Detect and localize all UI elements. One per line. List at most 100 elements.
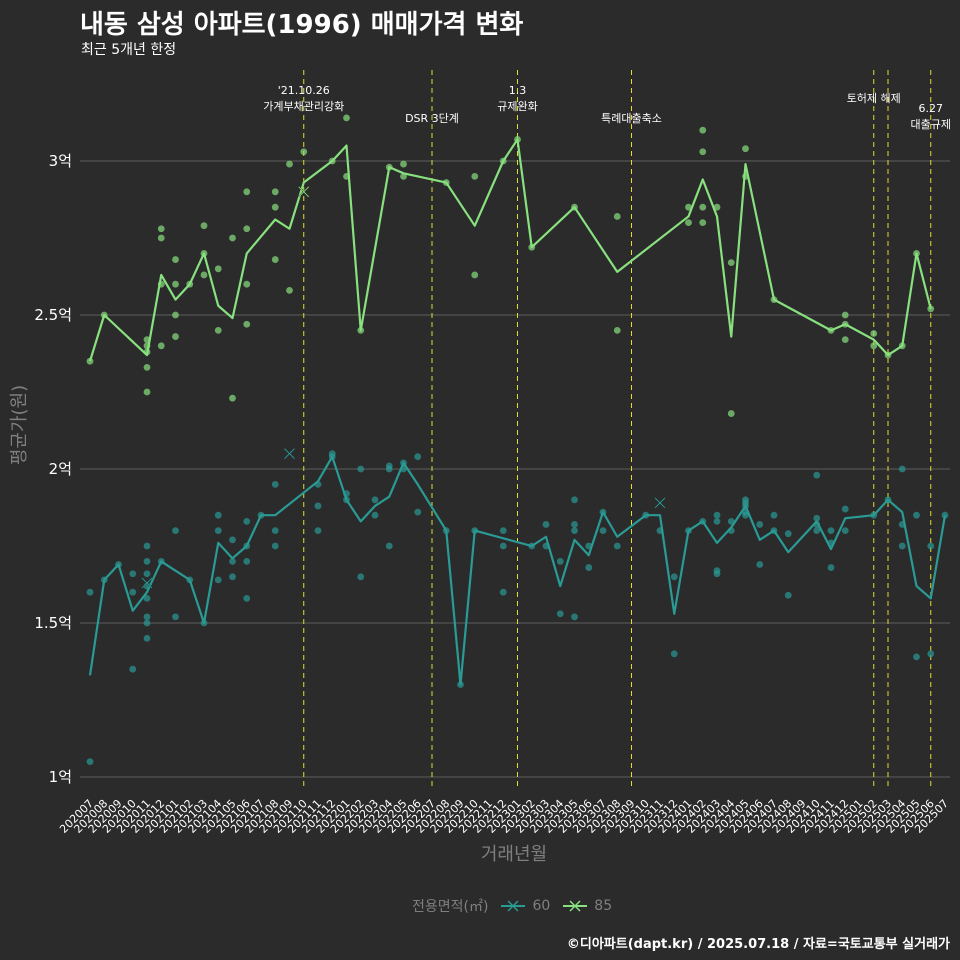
point-85 xyxy=(243,188,251,196)
cross-stroke xyxy=(654,497,666,509)
point-60 xyxy=(271,542,279,550)
point-60 xyxy=(271,481,279,488)
point-85 xyxy=(685,219,692,227)
point-60 xyxy=(143,594,151,602)
point-85 xyxy=(271,203,279,211)
point-60 xyxy=(243,517,251,525)
point-85 xyxy=(172,256,179,263)
point-85 xyxy=(172,311,179,319)
point-60 xyxy=(756,561,764,568)
cross-marker-60 xyxy=(654,497,666,509)
point-85 xyxy=(471,271,479,279)
point-60 xyxy=(571,527,578,534)
point-60 xyxy=(770,511,778,519)
point-60 xyxy=(129,570,137,578)
cross-marker-85 xyxy=(298,186,310,198)
point-85 xyxy=(841,336,849,344)
point-60 xyxy=(813,514,821,522)
legend-label-85: 85 xyxy=(594,898,613,914)
point-60 xyxy=(841,527,849,534)
point-60 xyxy=(571,496,578,504)
point-60 xyxy=(143,613,151,621)
point-60 xyxy=(229,558,236,565)
point-60 xyxy=(813,471,821,479)
point-85 xyxy=(243,320,251,328)
event-label: 6.27 대출규제 xyxy=(911,102,951,131)
point-60 xyxy=(229,536,236,544)
event-label: 토허제 해제 xyxy=(847,91,901,105)
cross-marker-60 xyxy=(141,577,153,589)
point-60 xyxy=(357,465,365,473)
point-85 xyxy=(685,203,692,211)
point-60 xyxy=(214,576,222,584)
y-tick-label: 2.5억 xyxy=(34,306,72,324)
y-tick-label: 1.5억 xyxy=(34,614,72,632)
point-85 xyxy=(172,333,179,340)
point-60 xyxy=(571,521,578,528)
point-60 xyxy=(713,517,721,525)
point-85 xyxy=(286,286,293,294)
point-60 xyxy=(385,542,393,550)
cross-markers xyxy=(141,186,666,589)
point-60 xyxy=(143,542,151,550)
point-60 xyxy=(599,527,607,534)
legend-swatch-85 xyxy=(563,900,588,912)
point-60 xyxy=(243,594,251,602)
event-label: 특례대출축소 xyxy=(601,112,662,125)
x-axis-ticks: 2020072020082020092020102020112020122021… xyxy=(57,797,951,836)
point-60 xyxy=(143,570,151,578)
point-85 xyxy=(157,225,165,233)
point-85 xyxy=(343,114,350,122)
point-85 xyxy=(742,145,749,153)
point-60 xyxy=(841,505,849,513)
cross-stroke xyxy=(141,577,153,589)
point-60 xyxy=(571,613,578,621)
point-60 xyxy=(314,527,322,534)
point-85 xyxy=(699,219,707,227)
point-60 xyxy=(414,453,422,461)
point-60 xyxy=(784,591,792,599)
line-series-85 xyxy=(88,138,932,362)
legend: 전용면적(㎡) 60 85 xyxy=(412,897,612,915)
point-60 xyxy=(499,542,507,550)
point-85 xyxy=(300,148,308,156)
point-60 xyxy=(371,496,379,504)
point-60 xyxy=(670,650,678,658)
chart-title: 내동 삼성 아파트(1996) 매매가격 변화 xyxy=(80,10,524,40)
point-85 xyxy=(271,188,279,196)
point-60 xyxy=(214,527,222,534)
point-85 xyxy=(699,148,707,156)
gridlines xyxy=(80,160,950,778)
point-60 xyxy=(143,635,151,642)
point-60 xyxy=(243,558,251,565)
point-85 xyxy=(841,311,849,319)
point-60 xyxy=(784,530,792,538)
point-60 xyxy=(913,511,920,519)
point-85 xyxy=(400,160,407,168)
point-60 xyxy=(670,573,678,581)
point-60 xyxy=(86,758,94,765)
point-85 xyxy=(870,342,878,350)
event-label: '21.10.26 가계부채관리강화 xyxy=(263,84,344,113)
point-60 xyxy=(813,527,821,534)
point-60 xyxy=(129,665,137,673)
point-60 xyxy=(129,588,137,596)
point-60 xyxy=(585,564,593,571)
y-tick-label: 2억 xyxy=(49,460,72,478)
point-60 xyxy=(913,653,920,661)
point-85 xyxy=(870,330,878,337)
point-60 xyxy=(827,527,835,534)
event-label: DSR 3단계 xyxy=(405,112,459,125)
point-60 xyxy=(613,542,621,550)
point-85 xyxy=(243,225,251,233)
point-85 xyxy=(286,160,293,168)
point-85 xyxy=(471,173,479,180)
point-60 xyxy=(214,511,222,519)
point-85 xyxy=(713,203,721,211)
chart-subtitle: 최근 5개년 한정 xyxy=(81,42,177,58)
point-60 xyxy=(713,511,721,519)
point-60 xyxy=(385,465,393,473)
point-85 xyxy=(699,126,707,134)
point-60 xyxy=(713,570,721,578)
point-60 xyxy=(143,558,151,565)
